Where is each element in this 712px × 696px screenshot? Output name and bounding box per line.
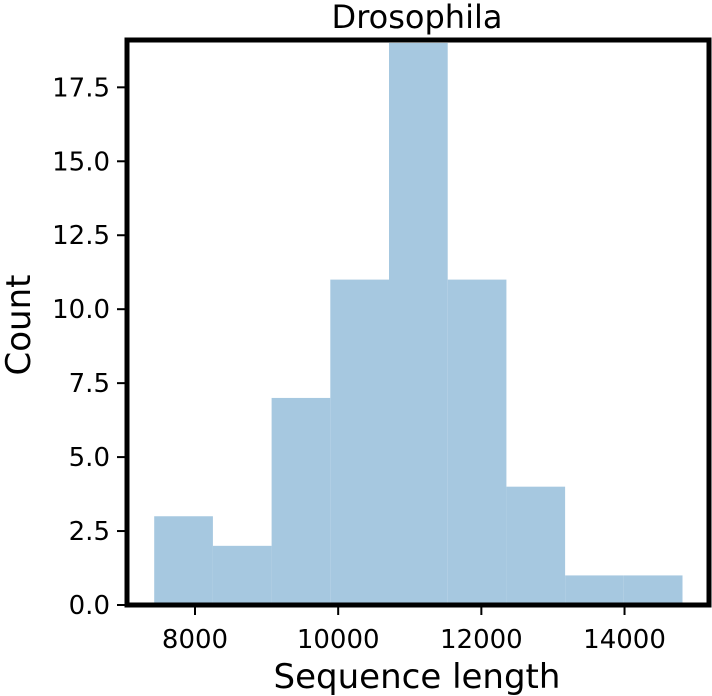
bars-group [154, 42, 683, 605]
histogram-bar [623, 575, 683, 605]
y-axis-label: Count [0, 275, 39, 376]
x-axis-ticks: 8000 10000 12000 14000 [162, 605, 666, 655]
histogram-bar [154, 516, 213, 605]
y-tick-label: 2.5 [69, 517, 110, 547]
histogram-bar [506, 486, 566, 605]
histogram-bar [389, 42, 448, 605]
chart-title: Drosophila [332, 0, 503, 36]
histogram-bar [271, 397, 331, 605]
y-tick-label: 17.5 [52, 73, 110, 103]
x-tick-label: 12000 [440, 625, 523, 655]
histogram-bar [330, 279, 390, 605]
x-axis-label: Sequence length [274, 657, 561, 696]
histogram-bar [212, 545, 272, 605]
plot-frame [124, 37, 712, 608]
y-tick-label: 5.0 [69, 443, 110, 473]
histogram-bar [565, 575, 624, 605]
y-tick-label: 0.0 [69, 591, 110, 621]
x-tick-label: 10000 [297, 625, 380, 655]
y-tick-label: 7.5 [69, 369, 110, 399]
x-tick-label: 14000 [583, 625, 666, 655]
y-tick-label: 10.0 [52, 295, 110, 325]
y-axis-ticks: 0.0 2.5 5.0 7.5 10.0 12.5 15.0 17.5 [52, 73, 127, 621]
x-tick-label: 8000 [162, 625, 228, 655]
y-tick-label: 15.0 [52, 147, 110, 177]
histogram-bar [447, 279, 507, 605]
y-tick-label: 12.5 [52, 221, 110, 251]
